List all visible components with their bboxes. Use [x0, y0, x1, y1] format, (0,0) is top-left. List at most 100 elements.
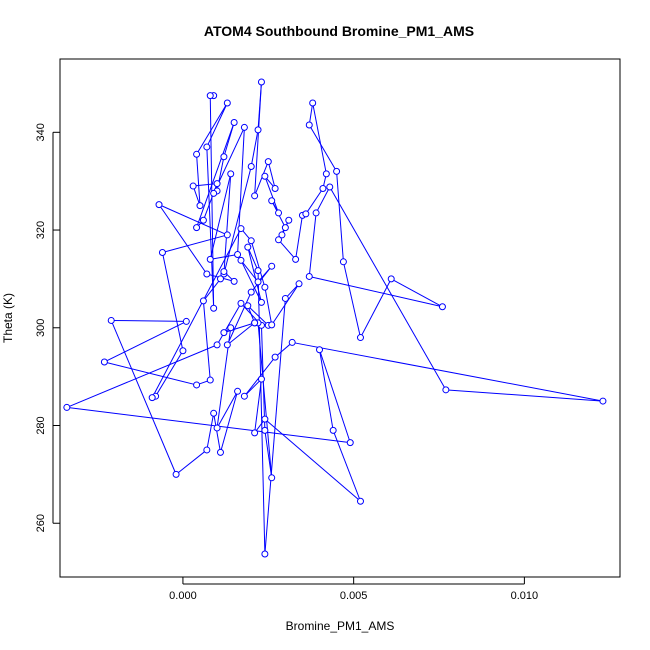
data-point — [216, 275, 224, 283]
series-segment — [250, 129, 259, 167]
data-point — [227, 324, 235, 332]
data-point — [251, 429, 259, 437]
data-point — [179, 347, 187, 355]
data-point — [63, 403, 71, 411]
data-point — [193, 150, 201, 158]
series-segment — [315, 186, 331, 214]
series-segment — [158, 204, 228, 236]
data-point — [199, 216, 207, 224]
data-point — [220, 153, 228, 161]
data-point — [227, 170, 235, 178]
series-segment — [104, 320, 187, 363]
data-point — [271, 185, 279, 192]
data-point — [203, 446, 211, 454]
series-segment — [161, 252, 184, 351]
data-point — [305, 272, 313, 280]
series-segment — [193, 183, 218, 187]
data-point — [100, 358, 108, 366]
data-point — [356, 497, 364, 505]
data-point — [158, 249, 166, 257]
y-tick-label: 320 — [35, 221, 47, 239]
series-segment — [216, 303, 242, 346]
series-segment — [250, 265, 273, 293]
plot-frame — [59, 58, 621, 578]
data-point — [213, 424, 221, 432]
x-tick-label: 0.010 — [511, 590, 539, 602]
data-point — [220, 268, 228, 276]
series-segment — [196, 154, 201, 206]
series-segment — [360, 278, 392, 338]
data-point — [210, 304, 218, 312]
series-segment — [162, 234, 228, 253]
data-point — [189, 182, 197, 190]
data-point — [261, 415, 269, 423]
data-point — [257, 78, 265, 86]
data-point — [339, 258, 347, 266]
data-point — [203, 270, 211, 278]
data-point — [206, 255, 214, 263]
y-tick-label: 280 — [35, 416, 47, 434]
data-point — [264, 158, 272, 166]
data-point — [261, 550, 269, 558]
series-segment — [319, 349, 351, 443]
data-point — [206, 376, 214, 384]
data-point — [333, 167, 341, 175]
y-tick-label: 340 — [35, 123, 47, 141]
data-point — [230, 277, 238, 285]
series-segment — [227, 322, 255, 346]
series-segment — [104, 361, 197, 386]
data-point — [261, 172, 269, 180]
data-point — [210, 189, 218, 197]
data-point — [206, 92, 214, 100]
data-point — [309, 99, 317, 107]
series-segment — [342, 261, 361, 338]
data-point — [257, 298, 265, 306]
series-segment — [312, 102, 327, 174]
x-tick-label: 0.005 — [340, 590, 368, 602]
series-segment — [66, 344, 218, 408]
data-point — [312, 209, 320, 217]
series-segment — [196, 122, 235, 228]
data-point — [281, 294, 289, 302]
data-point — [346, 439, 354, 447]
data-point — [442, 386, 450, 394]
data-point — [193, 224, 201, 232]
series-segment — [220, 391, 239, 453]
data-point — [322, 170, 330, 178]
data-point — [237, 225, 245, 233]
series-segment — [247, 246, 259, 271]
data-series — [63, 78, 607, 558]
data-point — [247, 163, 255, 171]
series-segment — [223, 173, 232, 275]
series-segment — [267, 161, 276, 189]
data-point — [316, 346, 324, 354]
data-point — [302, 210, 310, 218]
series-segment — [305, 188, 324, 215]
data-point — [240, 392, 248, 400]
data-point — [356, 334, 364, 342]
data-point — [261, 283, 269, 291]
series-segment — [332, 430, 361, 502]
data-point — [223, 231, 231, 239]
series-segment — [254, 379, 262, 433]
series-segment — [196, 102, 228, 155]
data-point — [199, 297, 207, 305]
series-segment — [295, 215, 303, 260]
series-segment — [274, 342, 293, 358]
series-segment — [210, 253, 238, 260]
series-segment — [257, 270, 266, 555]
data-point — [213, 180, 221, 188]
data-point — [230, 119, 238, 127]
data-point — [261, 426, 269, 434]
data-point — [148, 394, 156, 402]
data-point — [254, 267, 262, 275]
y-tick-label: 300 — [35, 319, 47, 337]
x-axis: 0.000 0.005 0.010 — [169, 577, 538, 602]
data-point — [275, 236, 283, 244]
data-point — [271, 353, 279, 361]
series-segment — [247, 247, 262, 303]
data-point — [387, 275, 395, 283]
series-segment — [223, 122, 235, 157]
data-point — [223, 99, 231, 107]
